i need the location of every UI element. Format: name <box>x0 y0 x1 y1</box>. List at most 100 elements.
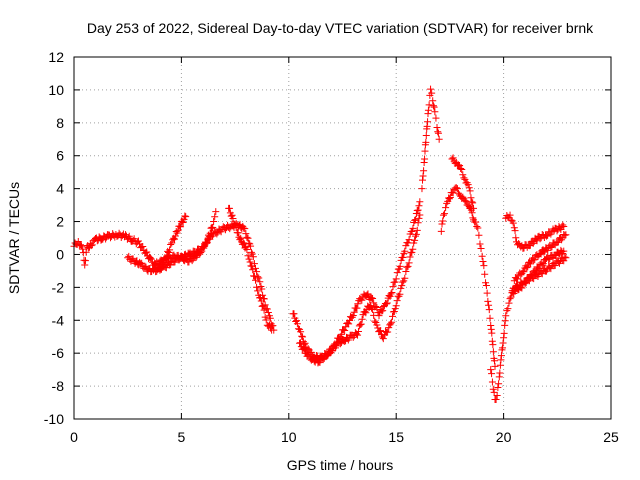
data-point <box>555 251 563 259</box>
data-point <box>523 264 531 272</box>
data-point <box>244 234 252 242</box>
data-point <box>368 294 376 302</box>
y-tick-label: 4 <box>56 181 64 197</box>
data-point <box>419 172 427 180</box>
data-point <box>139 243 147 251</box>
data-point <box>427 85 435 93</box>
data-point <box>458 166 466 174</box>
data-point <box>143 248 151 256</box>
data-point <box>370 311 378 319</box>
data-point <box>355 322 363 330</box>
data-point <box>147 255 155 263</box>
data-point <box>354 300 362 308</box>
data-point <box>245 255 253 263</box>
data-point <box>337 330 345 338</box>
data-point <box>438 220 446 228</box>
data-point <box>242 230 250 238</box>
data-point <box>146 254 154 262</box>
data-point <box>387 320 395 328</box>
data-point <box>393 269 401 277</box>
data-point <box>102 235 110 243</box>
data-point <box>87 242 95 250</box>
data-point <box>268 326 276 334</box>
x-tick-label: 10 <box>281 429 297 445</box>
data-point <box>204 231 212 239</box>
data-point <box>487 366 495 374</box>
data-point <box>372 302 380 310</box>
data-point <box>546 255 554 263</box>
grid-lines <box>74 57 611 419</box>
data-point <box>474 224 482 232</box>
data-point <box>387 290 395 298</box>
data-point <box>421 147 429 155</box>
data-point <box>305 351 313 359</box>
data-point <box>531 256 539 264</box>
data-point <box>461 197 469 205</box>
y-tick-label: -4 <box>52 312 65 328</box>
data-point <box>413 226 421 234</box>
data-point <box>545 255 553 263</box>
data-point <box>299 333 307 341</box>
data-point <box>297 328 305 336</box>
data-point <box>481 270 489 278</box>
data-point <box>174 227 182 235</box>
data-point <box>373 304 381 312</box>
data-point <box>210 217 218 225</box>
data-point <box>544 246 552 254</box>
data-point <box>562 231 570 239</box>
data-point <box>536 235 544 243</box>
data-point <box>490 357 498 365</box>
data-point <box>414 219 422 227</box>
data-point <box>522 279 530 287</box>
data-point <box>411 236 419 244</box>
data-point <box>441 210 449 218</box>
data-point <box>401 274 409 282</box>
data-point <box>265 321 273 329</box>
data-point <box>396 262 404 270</box>
data-point <box>501 321 509 329</box>
data-point <box>384 328 392 336</box>
data-point <box>459 171 467 179</box>
data-point <box>418 185 426 193</box>
data-point <box>204 236 212 244</box>
data-point <box>424 118 432 126</box>
data-point <box>81 261 89 269</box>
data-point <box>181 212 189 220</box>
data-point <box>562 254 570 262</box>
data-point <box>490 388 498 396</box>
data-point <box>298 332 306 340</box>
data-point <box>434 129 442 137</box>
data-point <box>539 260 547 268</box>
data-point <box>428 89 436 97</box>
data-point <box>511 287 519 295</box>
data-point <box>256 294 264 302</box>
data-point <box>460 174 468 182</box>
data-point <box>491 362 499 370</box>
data-point <box>453 185 461 193</box>
data-point <box>299 344 307 352</box>
data-point <box>234 229 242 237</box>
data-point <box>555 259 563 267</box>
data-point <box>560 247 568 255</box>
data-point <box>213 230 221 238</box>
data-point <box>416 198 424 206</box>
data-point <box>482 281 490 289</box>
data-point <box>504 305 512 313</box>
data-point <box>399 278 407 286</box>
data-point <box>501 317 509 325</box>
data-point <box>371 317 379 325</box>
data-point <box>494 384 502 392</box>
data-point <box>468 198 476 206</box>
data-point <box>561 253 569 261</box>
data-point <box>342 323 350 331</box>
y-tick-label: -2 <box>52 279 65 295</box>
data-point <box>472 218 480 226</box>
y-tick-label: 6 <box>56 148 64 164</box>
data-point <box>157 265 165 273</box>
data-point <box>500 334 508 342</box>
data-point <box>434 128 442 136</box>
data-point <box>535 264 543 272</box>
data-point <box>358 296 366 304</box>
data-point <box>499 339 507 347</box>
data-point <box>518 284 526 292</box>
